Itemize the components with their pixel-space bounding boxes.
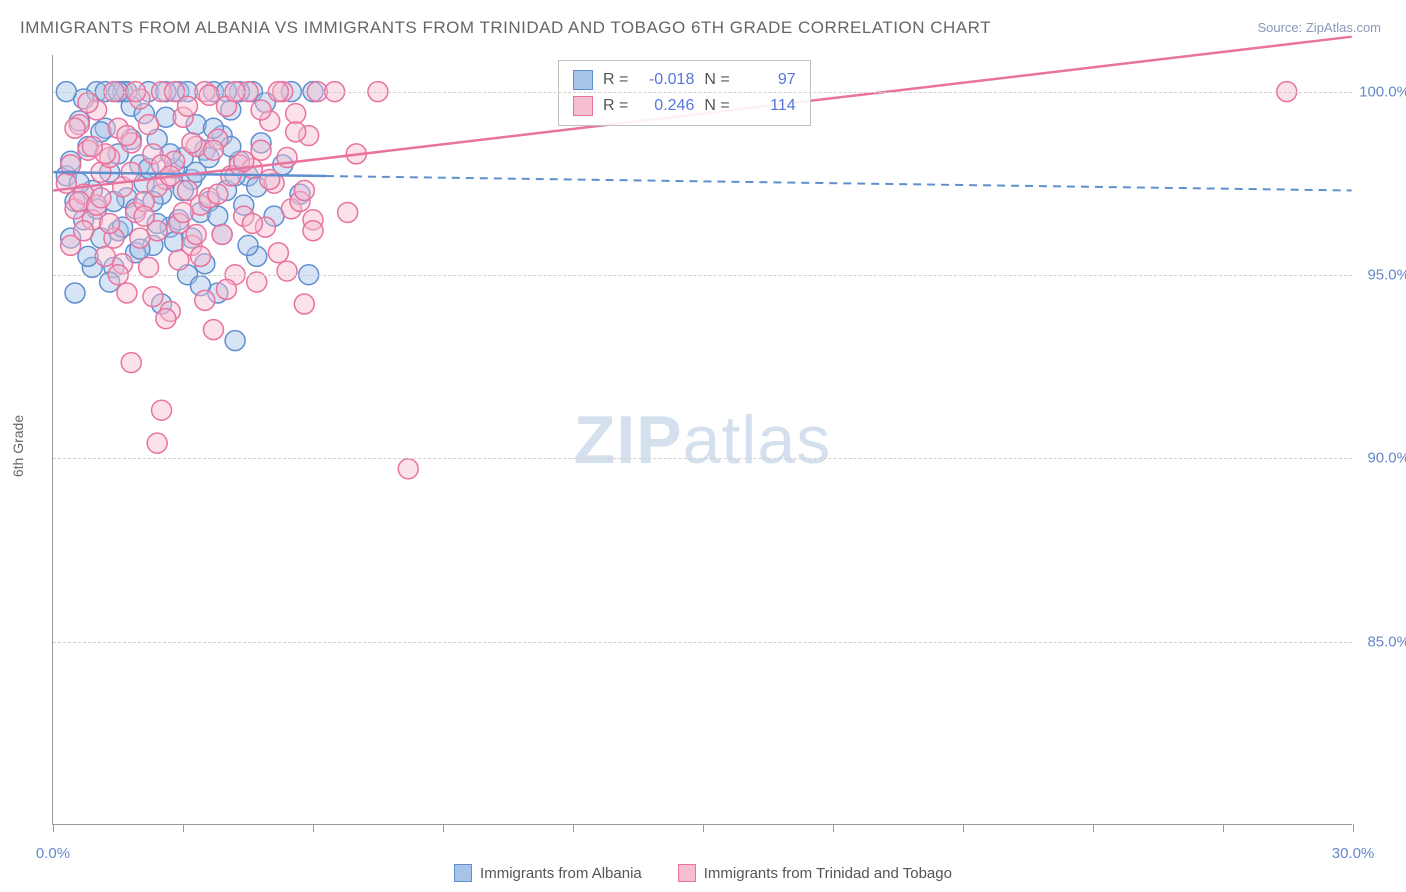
gridline-h xyxy=(53,275,1352,276)
xtick xyxy=(443,824,444,832)
scatter-point xyxy=(203,320,223,340)
xtick xyxy=(183,824,184,832)
scatter-point xyxy=(294,181,314,201)
scatter-point xyxy=(203,140,223,160)
plot-svg xyxy=(53,55,1352,824)
scatter-point xyxy=(212,224,232,244)
corr-n-label: N = xyxy=(704,93,729,119)
xtick xyxy=(53,824,54,832)
scatter-point xyxy=(251,100,271,120)
correlation-row: R = -0.018 N = 97 xyxy=(573,67,796,93)
legend-item: Immigrants from Trinidad and Tobago xyxy=(678,864,952,882)
xtick xyxy=(1093,824,1094,832)
scatter-point xyxy=(121,353,141,373)
corr-n-value: 97 xyxy=(740,67,796,93)
scatter-point xyxy=(186,224,206,244)
scatter-point xyxy=(143,287,163,307)
ytick-label: 100.0% xyxy=(1359,83,1406,100)
scatter-point xyxy=(216,279,236,299)
plot-area: ZIPatlas R =-0.018N =97R =0.246N =114 85… xyxy=(52,55,1352,825)
ytick-label: 85.0% xyxy=(1367,633,1406,650)
ytick-label: 90.0% xyxy=(1367,450,1406,467)
scatter-point xyxy=(190,246,210,266)
scatter-point xyxy=(303,221,323,241)
chart-title: IMMIGRANTS FROM ALBANIA VS IMMIGRANTS FR… xyxy=(20,18,991,38)
xtick xyxy=(573,824,574,832)
scatter-point xyxy=(195,290,215,310)
scatter-point xyxy=(294,294,314,314)
corr-swatch xyxy=(573,96,593,116)
corr-swatch xyxy=(573,70,593,90)
scatter-point xyxy=(238,235,258,255)
scatter-point xyxy=(78,93,98,113)
scatter-point xyxy=(117,126,137,146)
gridline-h xyxy=(53,458,1352,459)
scatter-point xyxy=(152,400,172,420)
corr-r-value: 0.246 xyxy=(638,93,694,119)
scatter-point xyxy=(91,188,111,208)
scatter-point xyxy=(260,170,280,190)
xtick-label: 30.0% xyxy=(1332,845,1375,862)
corr-r-value: -0.018 xyxy=(638,67,694,93)
scatter-point xyxy=(398,459,418,479)
legend-item: Immigrants from Albania xyxy=(454,864,642,882)
corr-n-value: 114 xyxy=(740,93,796,119)
scatter-point xyxy=(277,261,297,281)
scatter-point xyxy=(69,191,89,211)
scatter-point xyxy=(139,115,159,135)
corr-r-label: R = xyxy=(603,93,628,119)
scatter-point xyxy=(130,228,150,248)
xtick xyxy=(703,824,704,832)
scatter-point xyxy=(338,202,358,222)
scatter-point xyxy=(156,309,176,329)
gridline-h xyxy=(53,92,1352,93)
scatter-point xyxy=(169,250,189,270)
ytick-label: 95.0% xyxy=(1367,267,1406,284)
xtick xyxy=(1353,824,1354,832)
gridline-h xyxy=(53,642,1352,643)
scatter-point xyxy=(178,96,198,116)
legend-swatch xyxy=(454,864,472,882)
scatter-point xyxy=(147,433,167,453)
legend-label: Immigrants from Trinidad and Tobago xyxy=(704,865,952,882)
scatter-point xyxy=(74,221,94,241)
trend-line-dashed xyxy=(326,176,1352,190)
corr-r-label: R = xyxy=(603,67,628,93)
scatter-point xyxy=(286,122,306,142)
scatter-point xyxy=(134,206,154,226)
legend-swatch xyxy=(678,864,696,882)
xtick xyxy=(313,824,314,832)
scatter-point xyxy=(65,283,85,303)
chart-container: IMMIGRANTS FROM ALBANIA VS IMMIGRANTS FR… xyxy=(0,0,1406,892)
scatter-point xyxy=(165,232,185,252)
scatter-point xyxy=(199,85,219,105)
scatter-point xyxy=(268,243,288,263)
scatter-point xyxy=(182,133,202,153)
xtick xyxy=(963,824,964,832)
scatter-point xyxy=(208,206,228,226)
corr-n-label: N = xyxy=(704,67,729,93)
correlation-row: R = 0.246 N = 114 xyxy=(573,93,796,119)
y-axis-label: 6th Grade xyxy=(10,415,26,477)
scatter-point xyxy=(117,283,137,303)
legend-label: Immigrants from Albania xyxy=(480,865,642,882)
xtick xyxy=(1223,824,1224,832)
correlation-box: R = -0.018 N = 97 R = 0.246 N = 114 xyxy=(558,60,811,126)
scatter-point xyxy=(242,213,262,233)
scatter-point xyxy=(173,202,193,222)
xtick-label: 0.0% xyxy=(36,845,70,862)
source-attribution: Source: ZipAtlas.com xyxy=(1257,20,1381,35)
scatter-point xyxy=(82,137,102,157)
scatter-point xyxy=(65,118,85,138)
scatter-point xyxy=(225,331,245,351)
scatter-point xyxy=(251,140,271,160)
scatter-point xyxy=(208,184,228,204)
legend-bottom: Immigrants from Albania Immigrants from T… xyxy=(0,864,1406,886)
xtick xyxy=(833,824,834,832)
scatter-point xyxy=(286,104,306,124)
scatter-point xyxy=(100,213,120,233)
